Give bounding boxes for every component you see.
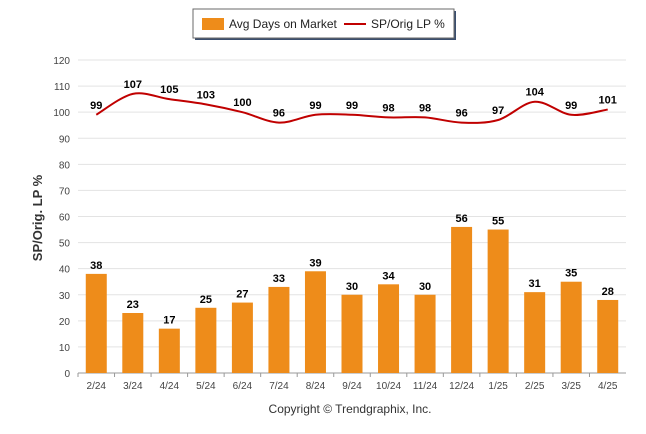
- line-value-label: 99: [565, 100, 577, 112]
- legend-box: [192, 8, 455, 39]
- line-value-label: 96: [273, 108, 285, 120]
- bar-9/24: [341, 294, 363, 373]
- x-tick-label: 5/24: [196, 381, 216, 392]
- bar-value-label: 56: [455, 213, 467, 225]
- line-value-labels: 99 107 105 103 100 96 99 99 98 98 96 97 104 99 101: [90, 79, 617, 120]
- bar-value-label: 55: [492, 216, 504, 228]
- bar-2/25: [524, 292, 546, 373]
- bar-value-label: 34: [382, 270, 395, 282]
- x-axis-ticks: 2/24 3/24 4/24 5/24 6/24 7/24 8/24 9/24 10/24 11/…: [77, 373, 618, 392]
- line-value-label: 98: [419, 102, 431, 114]
- line-series: [95, 92, 608, 124]
- bar-value-label: 33: [273, 273, 285, 285]
- line-value-label: 101: [599, 95, 617, 107]
- copyright-text: Copyright © Trendgraphix, Inc.: [269, 402, 432, 416]
- line-value-label: 99: [346, 100, 358, 112]
- bar-1/25: [487, 229, 509, 373]
- y-tick-label: 20: [59, 317, 71, 328]
- line-value-label: 104: [525, 87, 544, 99]
- bar-6/24: [231, 302, 253, 373]
- y-tick-label: 80: [59, 160, 71, 171]
- x-tick-label: 9/24: [342, 381, 362, 392]
- x-tick-label: 12/24: [449, 381, 474, 392]
- line-value-label: 96: [455, 108, 467, 120]
- x-tick-label: 6/24: [233, 381, 253, 392]
- x-tick-label: 2/25: [525, 381, 545, 392]
- x-tick-label: 7/24: [269, 381, 289, 392]
- line-value-label: 99: [309, 100, 321, 112]
- bar-3/25: [560, 281, 582, 373]
- x-tick-label: 1/25: [488, 381, 508, 392]
- line-value-label: 97: [492, 105, 504, 117]
- bar-value-label: 25: [200, 294, 212, 306]
- line-value-label: 105: [160, 84, 178, 96]
- y-tick-label: 60: [59, 213, 71, 224]
- legend-label-line: SP/Orig LP %: [371, 17, 445, 31]
- bar-value-label: 35: [565, 268, 577, 280]
- bar-series: [85, 226, 619, 373]
- x-tick-label: 10/24: [376, 381, 401, 392]
- bar-value-label: 39: [309, 257, 321, 269]
- y-axis-ticks: 0 10 20 30 40 50 60 70 80 90 100 110 120: [53, 56, 70, 380]
- y-tick-label: 100: [53, 108, 70, 119]
- bar-4/25: [597, 299, 619, 373]
- x-tick-label: 4/25: [598, 381, 618, 392]
- grid-lines: [78, 59, 626, 374]
- x-tick-label: 3/24: [123, 381, 143, 392]
- y-tick-label: 40: [59, 265, 71, 276]
- y-tick-label: 70: [59, 186, 71, 197]
- bar-value-label: 30: [419, 281, 431, 293]
- line-value-label: 103: [197, 89, 215, 101]
- y-tick-label: 0: [64, 369, 70, 380]
- line-value-label: 99: [90, 100, 102, 112]
- legend: Avg Days on Market SP/Orig LP %: [192, 8, 456, 40]
- y-tick-label: 50: [59, 239, 71, 250]
- bar-10/24: [378, 284, 400, 373]
- bar-8/24: [304, 271, 326, 373]
- x-tick-label: 8/24: [306, 381, 326, 392]
- bar-value-label: 27: [236, 289, 248, 301]
- bar-11/24: [414, 294, 436, 373]
- line-value-label: 107: [124, 79, 142, 91]
- bar-5/24: [195, 307, 217, 373]
- bar-4/24: [158, 328, 180, 373]
- line-value-label: 98: [382, 102, 394, 114]
- bar-value-label: 28: [602, 286, 614, 298]
- bar-3/24: [122, 313, 144, 373]
- bar-value-label: 17: [163, 315, 175, 327]
- y-tick-label: 90: [59, 134, 71, 145]
- x-tick-label: 2/24: [87, 381, 107, 392]
- bar-value-label: 30: [346, 281, 358, 293]
- bar-value-label: 38: [90, 260, 102, 272]
- bar-value-label: 23: [127, 299, 139, 311]
- bar-value-labels: 38 23 17 25 27 33 39 30 34 30 56 55 31 35 28: [90, 213, 614, 327]
- bar-2/24: [85, 273, 107, 373]
- y-tick-label: 120: [53, 56, 70, 67]
- sp-orig-lp-line: [95, 92, 608, 124]
- legend-label-bar: Avg Days on Market: [229, 17, 337, 31]
- y-tick-label: 110: [54, 82, 70, 93]
- x-tick-label: 3/25: [561, 381, 581, 392]
- x-tick-label: 4/24: [160, 381, 180, 392]
- y-tick-label: 10: [59, 343, 71, 354]
- y-axis-title: SP/Orig. LP %: [30, 174, 45, 261]
- y-tick-label: 30: [59, 291, 71, 302]
- x-tick-label: 11/24: [413, 381, 438, 392]
- bar-12/24: [451, 226, 473, 373]
- line-value-label: 100: [233, 97, 251, 109]
- legend-swatch-bar: [202, 18, 224, 30]
- bar-7/24: [268, 286, 290, 373]
- bar-value-label: 31: [529, 278, 541, 290]
